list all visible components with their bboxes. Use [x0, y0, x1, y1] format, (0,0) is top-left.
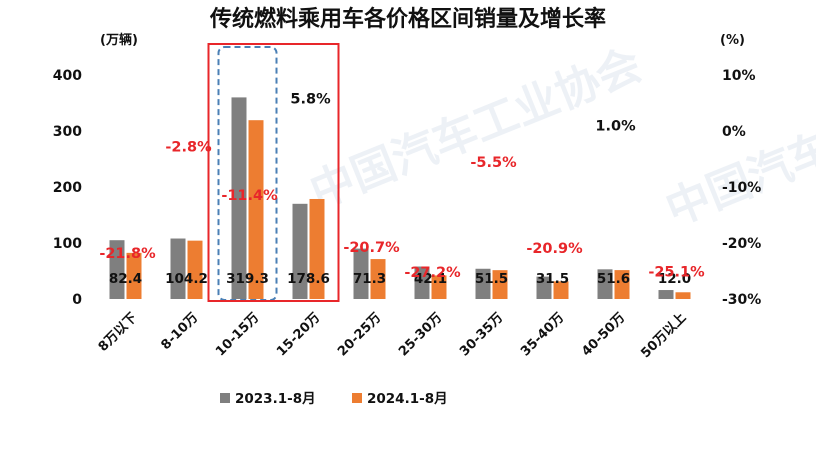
legend: 2023.1-8月 2024.1-8月 [220, 391, 448, 407]
bar-2024 [675, 292, 691, 299]
right-tick-label: -10% [722, 180, 761, 196]
bar-2023 [536, 276, 552, 299]
growth-labels: -21.8% -2.8% -11.4% 5.8% -20.7%-27.2% -5.5% -2… [99, 92, 705, 281]
bar-2024 [370, 259, 386, 299]
bar-2023 [353, 248, 369, 299]
legend-swatch-2024 [352, 393, 362, 403]
bar-2024 [553, 281, 569, 299]
bar-2023 [170, 238, 186, 299]
left-tick-label: 100 [53, 236, 82, 252]
chart-title: 传统燃料乘用车各价格区间销量及增长率 [209, 6, 606, 32]
category-label: 30-35万 [457, 310, 506, 359]
value-label: 51.6 [597, 271, 630, 287]
bar-2024 [309, 198, 325, 299]
value-label: 104.2 [165, 271, 208, 287]
value-label: 319.3 [226, 271, 269, 287]
right-tick-label: -30% [722, 292, 761, 308]
bar-2023 [109, 240, 125, 299]
left-axis-ticks: 0 100 200 300 400 [53, 68, 82, 308]
growth-label: -5.5% [470, 155, 517, 171]
bar-2024 [431, 275, 447, 299]
value-labels: 82.4 104.2 319.3 178.6 71.3 42.1 51.5 31.5 51.6 1… [109, 271, 691, 287]
growth-label: -11.4% [221, 188, 278, 204]
left-tick-label: 200 [53, 180, 82, 196]
bar-2023 [292, 203, 308, 299]
bar-2023 [231, 97, 247, 300]
category-label: 10-15万 [213, 310, 262, 359]
category-label: 8-10万 [159, 310, 202, 353]
growth-label: -25.1% [648, 265, 705, 281]
legend-label-2023: 2023.1-8月 [235, 391, 316, 407]
growth-label: 1.0% [595, 118, 636, 134]
growth-label: 5.8% [290, 92, 331, 108]
category-labels: 8万以下 8-10万 10-15万 15-20万 20-25万 25-30万 30-35万 3… [96, 310, 690, 361]
bar-2024 [492, 270, 508, 299]
value-label: 178.6 [287, 271, 330, 287]
highlight-dashed-box [217, 46, 278, 301]
category-label: 15-20万 [274, 310, 323, 359]
value-label: 31.5 [536, 271, 569, 287]
bar-2023 [414, 266, 430, 299]
bar-2024 [187, 240, 203, 299]
value-label: 12.0 [658, 271, 691, 287]
right-tick-label: 10% [722, 68, 756, 84]
left-tick-label: 300 [53, 124, 82, 140]
category-label: 8万以下 [96, 310, 141, 355]
left-tick-label: 400 [53, 68, 82, 84]
bar-2023 [597, 269, 613, 299]
category-label: 35-40万 [518, 310, 567, 359]
growth-label: -21.8% [99, 246, 156, 262]
value-label: 42.1 [414, 271, 447, 287]
bar-2023 [475, 268, 491, 299]
bar-2023 [658, 290, 674, 299]
right-tick-label: -20% [722, 236, 761, 252]
legend-swatch-2023 [220, 393, 230, 403]
bar-2024 [614, 270, 630, 299]
right-tick-label: 0% [722, 124, 746, 140]
category-label: 20-25万 [335, 310, 384, 359]
category-label: 40-50万 [579, 310, 628, 359]
left-tick-label: 0 [72, 292, 82, 308]
left-axis-unit: (万辆) [100, 32, 138, 48]
bars [109, 97, 691, 300]
right-axis-unit: (%) [720, 33, 745, 48]
bar-2024 [126, 252, 142, 299]
right-axis-ticks: -30% -20% -10% 0% 10% [722, 68, 761, 308]
growth-label: -27.2% [404, 265, 461, 281]
value-label: 51.5 [475, 271, 508, 287]
value-label: 71.3 [353, 271, 386, 287]
highlight-red-box [207, 43, 340, 302]
legend-label-2024: 2024.1-8月 [367, 391, 448, 407]
growth-label: -2.8% [165, 140, 212, 156]
category-label: 25-30万 [396, 310, 445, 359]
value-label: 82.4 [109, 271, 142, 287]
category-label: 50万以上 [638, 310, 689, 361]
growth-label: -20.7% [343, 240, 400, 256]
bar-2024 [248, 120, 264, 299]
growth-label: -20.9% [526, 241, 583, 257]
highlight [207, 43, 340, 302]
